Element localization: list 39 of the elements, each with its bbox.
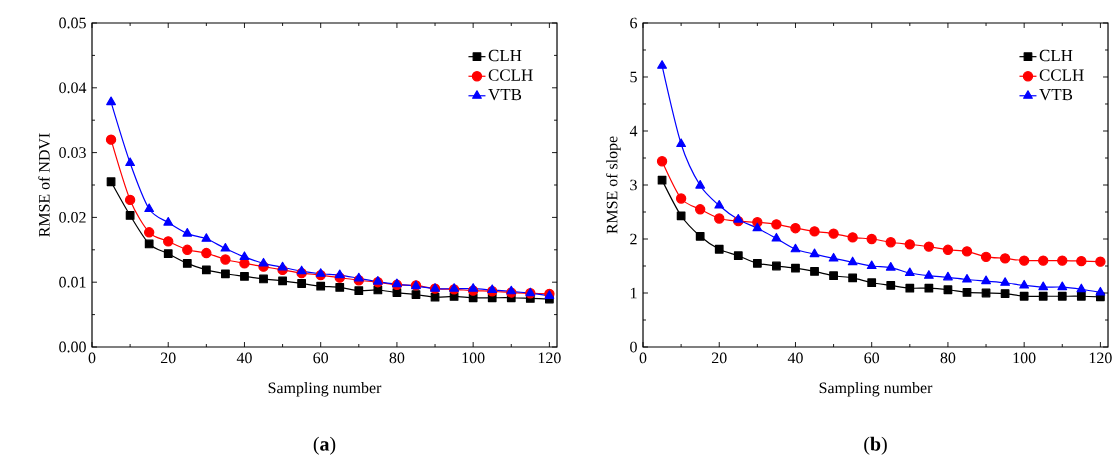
y-tick-label: 0.03 [59,147,86,159]
text: (a) [313,436,336,455]
x-tick-label: 60 [864,352,880,364]
y-tick-label: 1 [630,287,637,299]
y-tick-label: 0.02 [59,211,86,223]
x-tick-label: 0 [639,352,647,364]
x-tick-label: 20 [711,352,727,364]
y-tick-label: 4 [629,125,638,137]
x-tick-label: 100 [1013,352,1036,364]
y-tick-label: 0.00 [59,341,86,353]
legend-label: CLH [488,49,522,62]
x-tick-label: 120 [1089,352,1112,364]
x-tick-label: 40 [787,352,803,364]
legend-label: CCLH [488,69,533,81]
x-tick-label: 60 [313,352,329,364]
y-tick-label: 2 [630,233,637,245]
text: (b) [864,436,887,455]
y-tick-label: 0.04 [59,82,87,94]
y-tick-label: 0.05 [59,17,86,29]
y-tick-label: 5 [630,71,637,83]
x-tick-label: 40 [236,352,252,364]
x-tick-label: 120 [538,352,561,364]
x-axis-title: Sampling number [268,382,382,397]
x-tick-label: 100 [462,352,485,364]
legend-label: CLH [1039,49,1073,62]
x-tick-label: 80 [389,352,405,364]
legend-label: VTB [1039,89,1073,101]
x-tick-label: 0 [88,352,96,364]
x-tick-label: 80 [940,352,956,364]
y-axis-title: RMSE of NDVI [38,133,50,237]
y-tick-label: 0.01 [59,276,86,288]
y-tick-label: 3 [630,179,637,191]
y-tick-label: 6 [630,17,638,29]
y-tick-label: 0 [630,341,637,353]
x-tick-label: 20 [160,352,176,364]
legend-label: VTB [488,89,522,101]
x-axis-title: Sampling number [819,382,933,397]
y-axis-title: RMSE of slope [606,136,621,234]
legend-label: CCLH [1039,69,1084,81]
